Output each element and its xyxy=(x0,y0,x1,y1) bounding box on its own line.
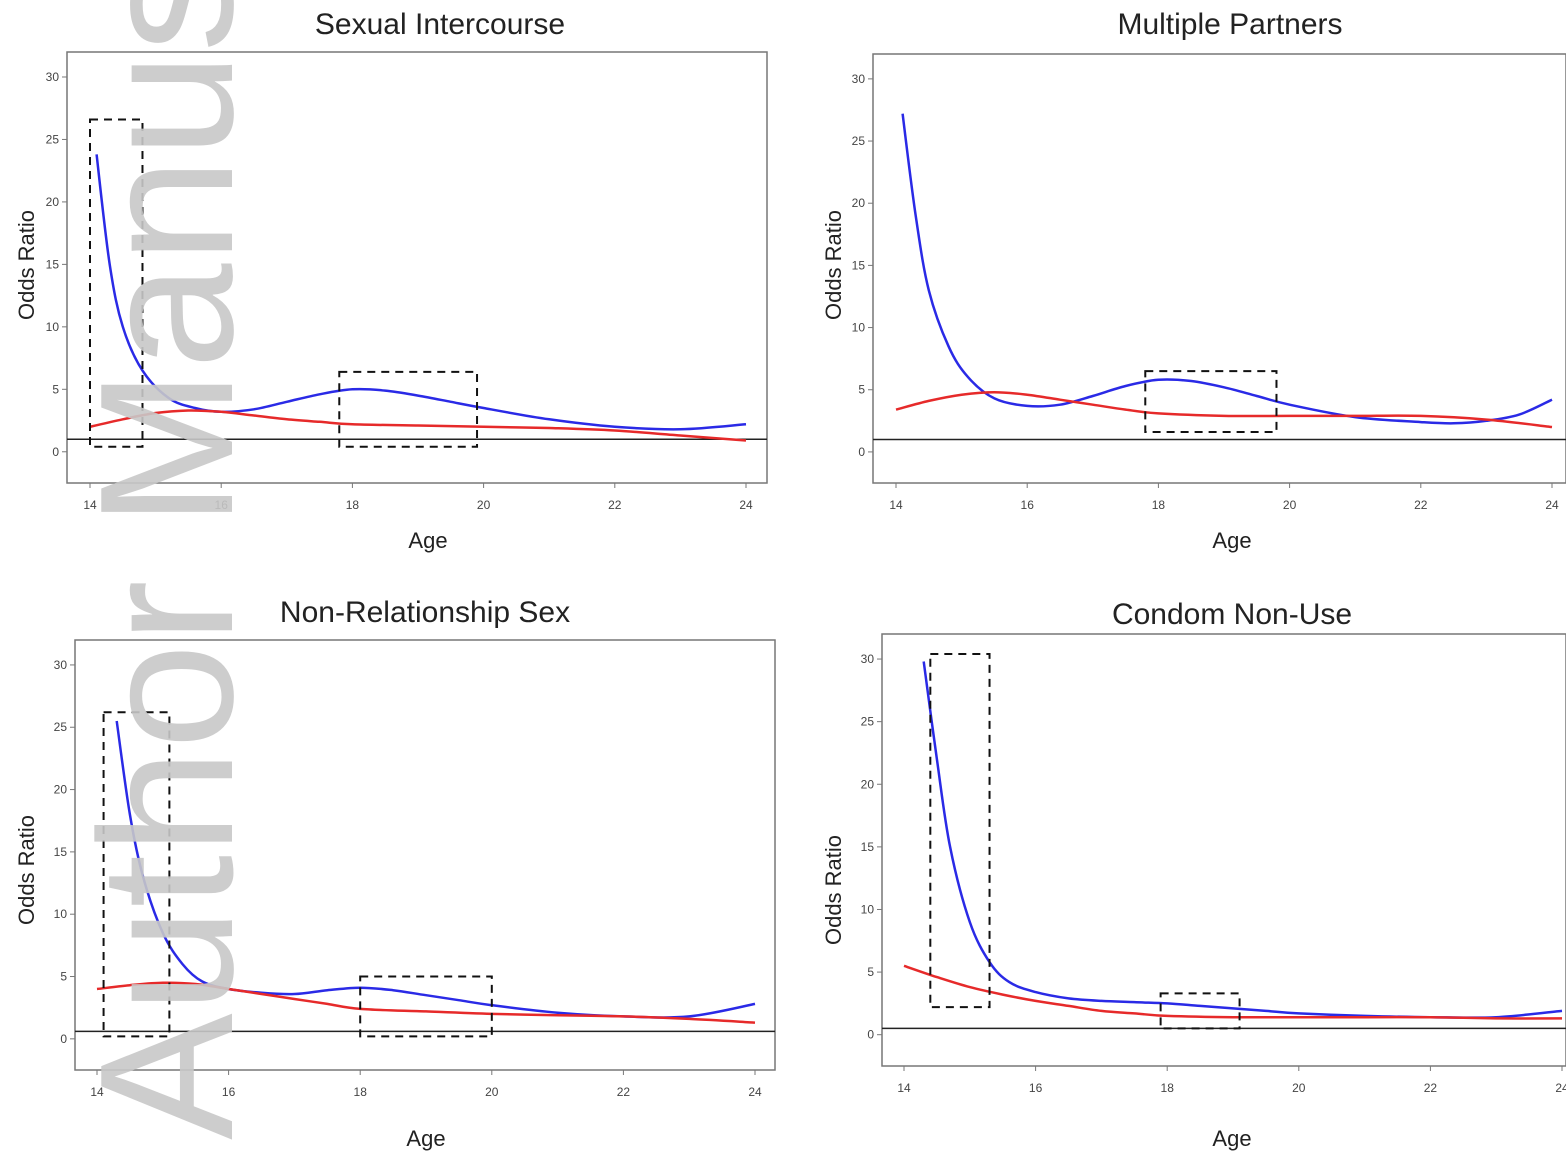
x-tick-label: 16 xyxy=(1029,1081,1043,1095)
highlight-box xyxy=(1159,992,1241,1030)
y-tick-label: 10 xyxy=(46,320,60,334)
y-tick-label: 0 xyxy=(858,445,865,459)
x-tick-label: 24 xyxy=(748,1085,762,1099)
x-tick-label: 22 xyxy=(617,1085,631,1099)
y-tick-label: 5 xyxy=(52,382,59,396)
highlight-box xyxy=(89,118,144,448)
y-tick-label: 5 xyxy=(858,383,865,397)
x-tick-label: 22 xyxy=(1414,498,1428,512)
y-tick-label: 20 xyxy=(861,777,875,791)
highlight-box xyxy=(102,711,171,1038)
y-tick-label: 10 xyxy=(852,321,866,335)
y-tick-label: 5 xyxy=(867,965,874,979)
x-tick-label: 14 xyxy=(889,498,903,512)
y-tick-label: 15 xyxy=(861,840,875,854)
highlight-box xyxy=(338,370,479,448)
x-tick-label: 14 xyxy=(90,1085,104,1099)
chart-title: Condom Non-Use xyxy=(1112,598,1352,631)
y-tick-label: 30 xyxy=(852,72,866,86)
series-line-blue xyxy=(115,720,756,1019)
series-line-blue xyxy=(922,661,1563,1019)
x-tick-label: 20 xyxy=(485,1085,499,1099)
y-axis-label: Odds Ratio xyxy=(821,210,846,320)
y-tick-label: 0 xyxy=(52,445,59,459)
series-line-blue xyxy=(901,113,1553,425)
x-tick-label: 14 xyxy=(83,498,97,512)
x-axis-label: Age xyxy=(1212,528,1251,553)
y-tick-label: 0 xyxy=(60,1032,67,1046)
series-line-blue xyxy=(95,154,747,431)
y-axis-label: Odds Ratio xyxy=(14,210,39,320)
x-tick-label: 24 xyxy=(1555,1081,1566,1095)
y-tick-label: 20 xyxy=(46,195,60,209)
x-tick-label: 16 xyxy=(222,1085,236,1099)
highlight-box xyxy=(929,653,991,1009)
chart-title: Multiple Partners xyxy=(1117,8,1342,41)
highlight-box xyxy=(1144,370,1278,434)
y-tick-label: 30 xyxy=(861,652,875,666)
y-tick-label: 30 xyxy=(54,658,68,672)
y-tick-label: 0 xyxy=(867,1028,874,1042)
x-axis-label: Age xyxy=(1212,1126,1251,1151)
y-axis-label: Odds Ratio xyxy=(14,815,39,925)
plot-frame xyxy=(872,53,1566,484)
panel-condom-non-use: Condom Non-Use Age Odds Ratio 0 5 10 15 20 25… xyxy=(821,598,1566,1151)
panel-sexual-intercourse: Sexual Intercourse Age Odds Ratio 0 5 10 15… xyxy=(14,8,768,553)
plot-frame xyxy=(74,639,776,1071)
watermark-text: Author Manuscript xyxy=(61,0,273,1140)
x-tick-label: 20 xyxy=(1292,1081,1306,1095)
y-tick-label: 10 xyxy=(54,907,68,921)
chart-title: Non-Relationship Sex xyxy=(280,596,570,629)
y-tick-label: 15 xyxy=(54,845,68,859)
x-tick-label: 24 xyxy=(739,498,753,512)
x-tick-label: 22 xyxy=(608,498,622,512)
plot-frame xyxy=(881,633,1566,1067)
y-axis-label: Odds Ratio xyxy=(821,835,846,945)
x-tick-label: 18 xyxy=(354,1085,368,1099)
x-tick-label: 18 xyxy=(346,498,360,512)
y-tick-label: 15 xyxy=(852,258,866,272)
x-tick-label: 22 xyxy=(1424,1081,1438,1095)
series-line-red xyxy=(895,390,1553,429)
y-tick-label: 10 xyxy=(861,902,875,916)
panel-non-relationship-sex: Non-Relationship Sex Age Odds Ratio 0 5 10… xyxy=(14,596,776,1151)
series-line-red xyxy=(903,964,1563,1020)
x-axis-label: Age xyxy=(408,528,447,553)
y-tick-label: 5 xyxy=(60,970,67,984)
chart-title: Sexual Intercourse xyxy=(315,8,565,41)
highlight-box xyxy=(359,975,493,1038)
y-tick-label: 30 xyxy=(46,70,60,84)
panel-multiple-partners: Multiple Partners Age Odds Ratio 0 5 10 15 2… xyxy=(821,8,1566,553)
y-tick-label: 25 xyxy=(852,134,866,148)
x-tick-label: 18 xyxy=(1161,1081,1175,1095)
x-tick-label: 16 xyxy=(215,498,229,512)
plot-frame xyxy=(66,51,768,484)
x-tick-label: 24 xyxy=(1545,498,1559,512)
x-tick-label: 18 xyxy=(1152,498,1166,512)
x-tick-label: 20 xyxy=(1283,498,1297,512)
x-axis-label: Age xyxy=(406,1126,445,1151)
x-tick-label: 20 xyxy=(477,498,491,512)
y-tick-label: 20 xyxy=(852,196,866,210)
y-tick-label: 20 xyxy=(54,783,68,797)
series-line-red xyxy=(89,409,747,442)
y-tick-label: 15 xyxy=(46,257,60,271)
y-tick-label: 25 xyxy=(861,715,875,729)
y-tick-label: 25 xyxy=(54,720,68,734)
x-tick-label: 14 xyxy=(897,1081,911,1095)
y-tick-label: 25 xyxy=(46,132,60,146)
x-tick-label: 16 xyxy=(1021,498,1035,512)
series-line-red xyxy=(96,981,756,1024)
